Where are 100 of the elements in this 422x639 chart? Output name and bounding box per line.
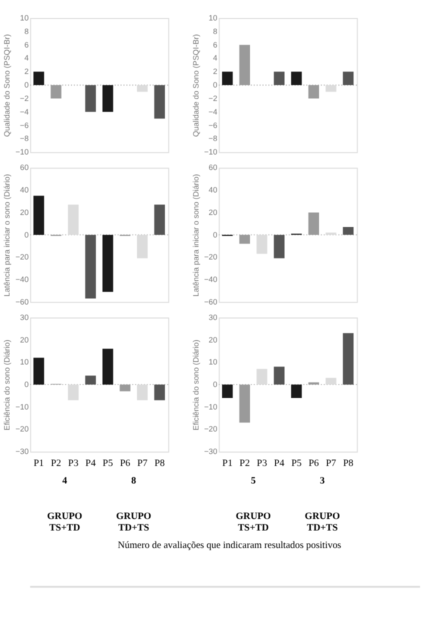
bar	[274, 234, 285, 258]
y-tick-label: 2	[212, 67, 218, 76]
bar	[342, 226, 354, 235]
y-tick-label: −4	[20, 107, 30, 116]
text: 8	[131, 476, 136, 487]
bar	[274, 72, 285, 86]
x-tick-label: P2	[240, 458, 250, 469]
bar	[239, 44, 250, 86]
bar	[136, 384, 148, 400]
bar	[222, 384, 233, 398]
y-tick-label: 0	[212, 80, 218, 90]
bar	[68, 204, 79, 235]
y-tick-label: 0	[212, 380, 218, 389]
y-tick-label: 10	[20, 358, 30, 367]
y-tick-label: 0	[212, 230, 218, 240]
y-tick-label: 10	[208, 13, 218, 22]
text: 5	[250, 476, 256, 487]
x-tick-label: P1	[34, 458, 44, 469]
y-tick-label: 10	[208, 358, 218, 367]
x-tick-label: P7	[326, 458, 336, 469]
bar	[222, 72, 233, 86]
x-tick-label: P8	[154, 458, 165, 469]
bar	[291, 384, 302, 398]
y-tick-label: 60	[208, 163, 218, 172]
y-tick-label: 40	[208, 186, 218, 195]
bar	[274, 366, 285, 385]
bar	[120, 384, 130, 392]
text: Número de avaliações que indicaram resultados positivos	[118, 540, 342, 551]
x-tick-label: P4	[85, 458, 96, 469]
x-tick-label: P5	[291, 458, 302, 469]
y-tick-label: −20	[15, 252, 30, 262]
y-tick-label: −60	[15, 297, 30, 306]
y-axis-title: Qualidade do Sono (PSQI-Br)	[191, 34, 200, 137]
bar	[154, 204, 165, 235]
y-tick-label: −6	[208, 120, 218, 130]
x-tick-label: P8	[343, 458, 354, 469]
y-axis-title: Latência para iniciar o sono (Diário)	[2, 174, 12, 297]
bar	[256, 368, 268, 385]
y-tick-label: 30	[20, 312, 30, 322]
text: 3	[320, 476, 325, 487]
bar	[33, 358, 44, 385]
x-tick-label: P7	[137, 458, 148, 469]
y-tick-label: −20	[204, 252, 218, 262]
y-axis-title: Qualidade do Sono (PSQI-Br)	[2, 34, 12, 137]
bar	[85, 376, 96, 385]
y-tick-label: 0	[24, 380, 30, 389]
x-tick-label: P5	[102, 458, 114, 469]
x-tick-label: P2	[50, 458, 62, 469]
text: 4	[62, 476, 68, 487]
y-axis-title: Latência para iniciar o sono (Diário)	[191, 174, 200, 297]
bar	[102, 348, 114, 385]
y-axis-title: Eficiência do sono (Diário)	[191, 339, 200, 430]
text: GRUPO TD+TS	[304, 510, 340, 534]
y-tick-label: 40	[20, 186, 30, 195]
y-tick-label: −20	[204, 424, 218, 434]
y-tick-label: −2	[20, 94, 29, 103]
x-tick-label: P4	[274, 458, 284, 469]
y-tick-label: 0	[24, 80, 30, 90]
y-tick-label: −60	[204, 297, 218, 306]
x-tick-label: P3	[68, 458, 79, 469]
y-tick-label: −10	[15, 402, 30, 412]
y-tick-label: 20	[20, 335, 30, 344]
y-tick-label: 20	[208, 335, 218, 344]
x-tick-label: P6	[308, 458, 319, 469]
x-tick-label: P6	[120, 458, 130, 469]
text: GRUPO TS+TD	[236, 510, 272, 534]
y-tick-label: −40	[204, 274, 218, 284]
bar	[239, 234, 250, 244]
y-tick-label: −30	[204, 447, 218, 456]
y-tick-label: 8	[212, 26, 218, 36]
bar	[291, 72, 302, 86]
y-tick-label: −8	[20, 134, 29, 144]
bar	[102, 234, 114, 292]
text: GRUPO TD+TS	[116, 510, 152, 534]
y-tick-label: −40	[15, 274, 30, 284]
y-tick-label: 20	[208, 208, 218, 217]
x-tick-label: P1	[222, 458, 233, 469]
y-tick-label: 4	[24, 54, 30, 63]
y-tick-label: 0	[24, 230, 30, 240]
y-tick-label: 4	[212, 54, 218, 63]
bar	[136, 234, 148, 258]
bar	[342, 333, 354, 385]
bar	[256, 234, 268, 254]
y-tick-label: −10	[204, 148, 218, 157]
text: GRUPO TS+TD	[47, 510, 83, 534]
y-tick-label: 6	[212, 40, 218, 50]
bar	[326, 378, 336, 385]
bar	[326, 85, 336, 92]
y-tick-label: 60	[20, 163, 30, 172]
y-tick-label: −10	[204, 402, 218, 412]
bar	[154, 384, 165, 400]
y-tick-label: 20	[20, 208, 30, 217]
x-tick-label: P3	[256, 458, 268, 469]
bar	[85, 234, 96, 299]
y-tick-label: 6	[24, 40, 29, 50]
bar	[308, 85, 320, 98]
y-axis-title: Eficiência do sono (Diário)	[2, 339, 12, 430]
bar	[239, 384, 250, 423]
bar	[308, 212, 320, 235]
y-tick-label: 2	[24, 67, 29, 76]
